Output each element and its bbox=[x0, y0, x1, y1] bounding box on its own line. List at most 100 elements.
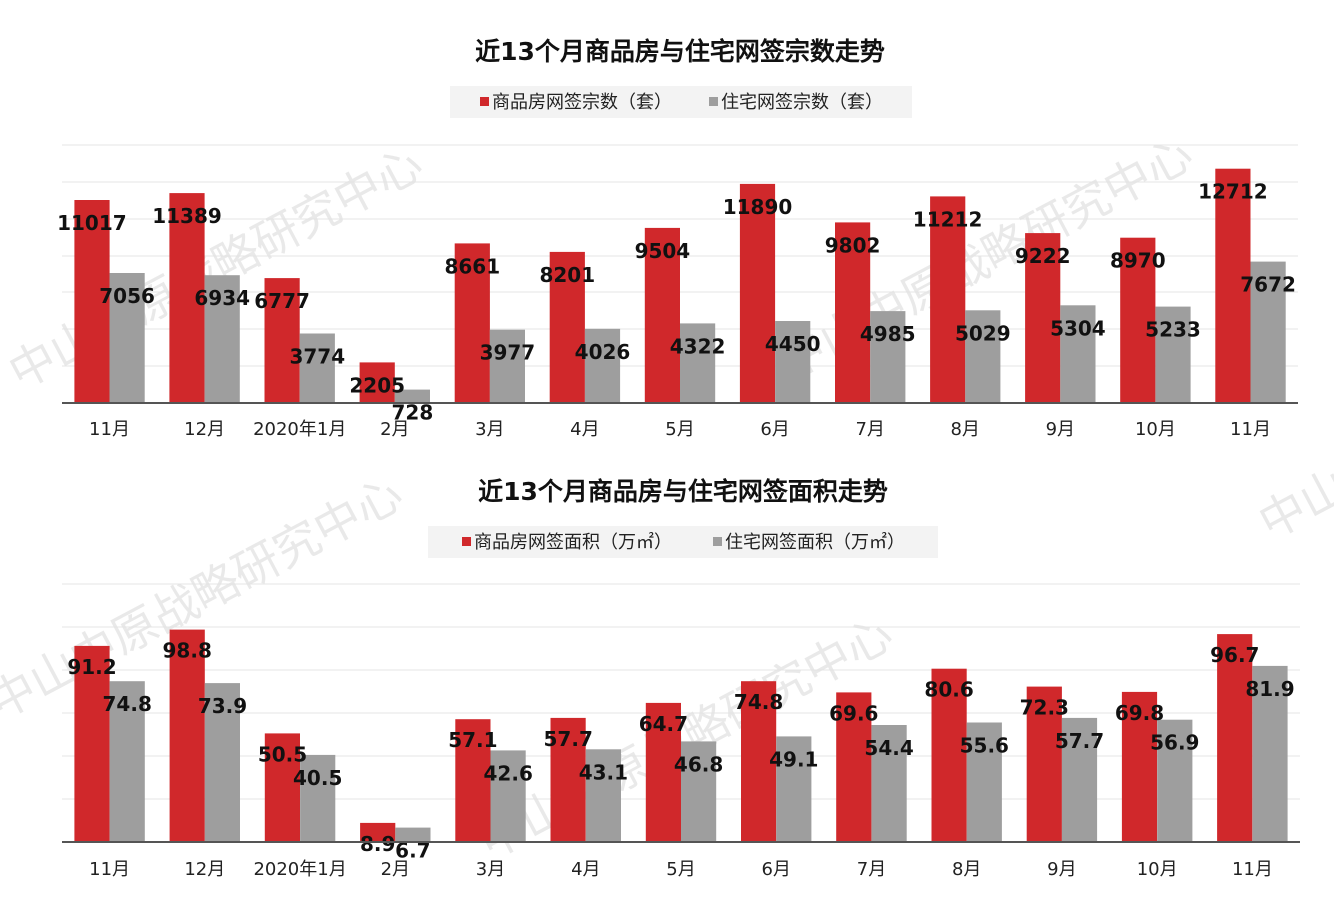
bar-residential bbox=[1252, 665, 1288, 842]
x-tick-label: 2020年1月 bbox=[253, 419, 346, 440]
bar-residential bbox=[300, 754, 336, 842]
data-label: 8970 bbox=[1110, 249, 1166, 273]
bar-commercial bbox=[1026, 686, 1062, 842]
data-label: 9802 bbox=[825, 233, 881, 257]
x-tick-label: 11月 bbox=[89, 859, 130, 880]
x-tick-label: 11月 bbox=[89, 419, 130, 440]
x-tick-label: 2020年1月 bbox=[253, 859, 346, 880]
bar-commercial bbox=[835, 222, 871, 403]
data-label: 64.7 bbox=[639, 712, 688, 736]
x-tick-label: 2月 bbox=[381, 859, 410, 880]
legend-label: 住宅网签面积（万㎡） bbox=[725, 531, 905, 553]
x-tick-label: 4月 bbox=[571, 859, 600, 880]
bar-residential bbox=[775, 321, 811, 403]
data-label: 56.9 bbox=[1150, 731, 1199, 755]
data-label: 49.1 bbox=[769, 747, 818, 771]
data-label: 54.4 bbox=[864, 736, 913, 760]
bar-residential bbox=[966, 722, 1002, 842]
bar-residential bbox=[489, 329, 525, 403]
bar-commercial bbox=[645, 702, 681, 842]
bar-commercial bbox=[264, 733, 300, 842]
data-label: 5233 bbox=[1145, 318, 1201, 342]
data-label: 42.6 bbox=[484, 761, 533, 785]
bar-residential bbox=[1060, 305, 1096, 403]
bar-commercial bbox=[931, 668, 967, 842]
data-label: 8201 bbox=[539, 263, 595, 287]
bar-residential bbox=[204, 683, 240, 842]
data-label: 9222 bbox=[1015, 244, 1071, 268]
bar-residential bbox=[204, 275, 240, 403]
data-label: 50.5 bbox=[258, 742, 307, 766]
bar-residential bbox=[394, 389, 430, 403]
x-tick-label: 6月 bbox=[761, 859, 790, 880]
bar-commercial bbox=[74, 200, 110, 403]
data-label: 7672 bbox=[1240, 273, 1296, 297]
data-label: 728 bbox=[392, 401, 434, 425]
data-label: 12712 bbox=[1198, 180, 1268, 204]
bar-residential bbox=[870, 311, 906, 403]
legend-swatch bbox=[462, 537, 471, 546]
x-tick-label: 8月 bbox=[950, 419, 979, 440]
bar-commercial bbox=[264, 278, 300, 403]
data-label: 5304 bbox=[1050, 316, 1106, 340]
bar-commercial bbox=[1217, 634, 1253, 842]
legend-label: 住宅网签宗数（套） bbox=[721, 92, 883, 113]
bar-commercial bbox=[644, 227, 680, 403]
x-tick-label: 5月 bbox=[666, 859, 695, 880]
bar-commercial bbox=[930, 196, 966, 403]
bar-commercial bbox=[836, 692, 872, 842]
legend-label: 商品房网签宗数（套） bbox=[492, 92, 672, 113]
data-label: 69.8 bbox=[1115, 701, 1164, 725]
data-label: 2205 bbox=[349, 373, 405, 397]
data-label: 43.1 bbox=[579, 760, 628, 784]
bar-commercial bbox=[1121, 691, 1158, 842]
chart-title: 近13个月商品房与住宅网签宗数走势 bbox=[475, 37, 885, 66]
legend-swatch bbox=[713, 537, 722, 546]
data-label: 81.9 bbox=[1245, 677, 1294, 701]
bar-residential bbox=[299, 333, 335, 403]
bar-commercial bbox=[739, 183, 776, 403]
x-tick-label: 8月 bbox=[952, 859, 981, 880]
x-tick-label: 12月 bbox=[184, 419, 225, 440]
bar-commercial bbox=[1025, 233, 1061, 403]
bar-commercial bbox=[359, 362, 395, 403]
bar-residential bbox=[1157, 719, 1193, 842]
data-label: 11017 bbox=[57, 211, 127, 235]
bar-residential bbox=[490, 750, 526, 842]
data-label: 3774 bbox=[289, 345, 345, 369]
x-tick-label: 6月 bbox=[760, 419, 789, 440]
x-tick-label: 5月 bbox=[665, 419, 694, 440]
x-tick-label: 7月 bbox=[855, 419, 884, 440]
x-tick-label: 10月 bbox=[1135, 419, 1176, 440]
bar-residential bbox=[681, 741, 717, 842]
bar-residential bbox=[1061, 717, 1098, 842]
bar-commercial bbox=[549, 251, 585, 403]
x-tick-label: 7月 bbox=[857, 859, 886, 880]
x-tick-label: 12月 bbox=[184, 859, 225, 880]
data-label: 40.5 bbox=[293, 766, 342, 790]
bar-commercial bbox=[74, 645, 110, 842]
data-label: 3977 bbox=[480, 341, 536, 365]
bar-residential bbox=[109, 273, 145, 403]
data-label: 11212 bbox=[913, 207, 983, 231]
bar-commercial bbox=[550, 717, 586, 842]
data-label: 74.8 bbox=[734, 690, 783, 714]
legend-box bbox=[428, 526, 938, 558]
data-label: 4026 bbox=[575, 340, 631, 364]
x-tick-label: 2月 bbox=[380, 419, 409, 440]
x-tick-label: 3月 bbox=[476, 859, 505, 880]
data-label: 6934 bbox=[194, 286, 250, 310]
x-tick-label: 3月 bbox=[475, 419, 504, 440]
data-label: 74.8 bbox=[103, 692, 152, 716]
bar-residential bbox=[776, 736, 812, 842]
legend-swatch bbox=[480, 97, 489, 106]
data-label: 96.7 bbox=[1210, 643, 1259, 667]
data-label: 72.3 bbox=[1020, 696, 1069, 720]
data-label: 8661 bbox=[444, 254, 500, 278]
bar-residential bbox=[585, 749, 621, 842]
data-label: 57.7 bbox=[544, 727, 593, 751]
bar-commercial bbox=[169, 193, 205, 403]
data-label: 11890 bbox=[723, 195, 793, 219]
x-tick-label: 9月 bbox=[1046, 419, 1075, 440]
